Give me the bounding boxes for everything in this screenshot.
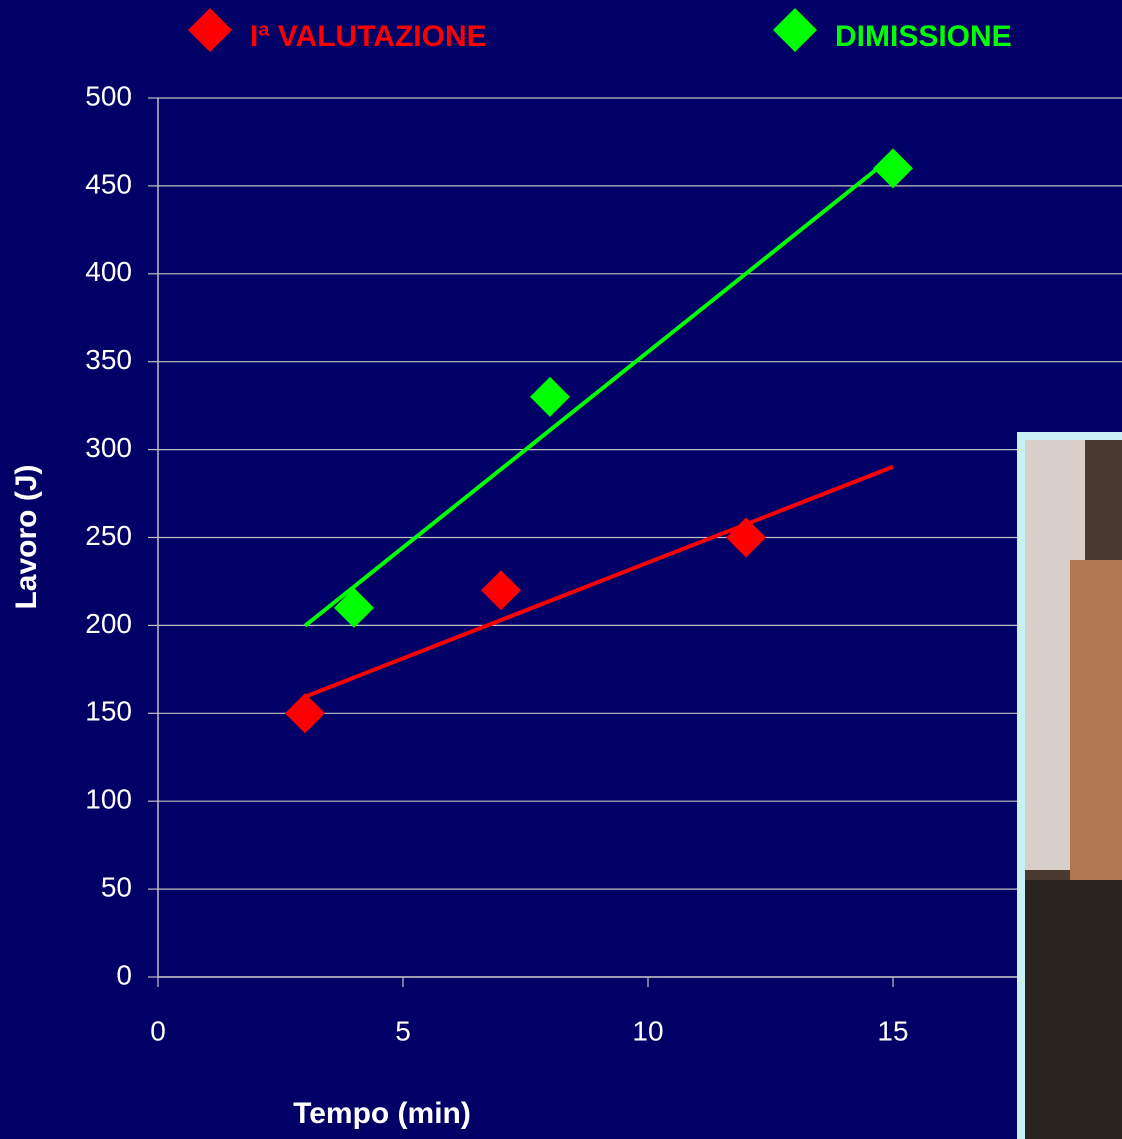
- photo: [1017, 432, 1122, 1139]
- marker: [726, 517, 766, 558]
- legend-marker: [773, 8, 817, 52]
- y-tick-label: 250: [85, 520, 132, 551]
- legend-label: DIMISSIONE: [835, 20, 1012, 53]
- marker: [334, 587, 374, 628]
- x-axis-title: Tempo (min): [293, 1097, 471, 1130]
- x-tick-label: 5: [395, 1015, 411, 1046]
- marker: [873, 148, 913, 189]
- y-axis-title: Lavoro (J): [10, 464, 43, 609]
- marker: [285, 693, 325, 734]
- y-tick-label: 200: [85, 608, 132, 639]
- x-tick-label: 10: [632, 1015, 663, 1046]
- y-tick-label: 0: [116, 959, 132, 990]
- y-tick-label: 50: [101, 871, 132, 902]
- x-tick-label: 15: [877, 1015, 908, 1046]
- trend-line: [303, 154, 895, 628]
- y-tick-label: 150: [85, 696, 132, 727]
- marker: [481, 570, 521, 611]
- photo-dark: [1025, 880, 1122, 1139]
- photo-skin: [1070, 560, 1122, 890]
- trend-line: [304, 464, 894, 699]
- y-tick-label: 400: [85, 256, 132, 287]
- y-tick-label: 350: [85, 344, 132, 375]
- y-tick-label: 300: [85, 432, 132, 463]
- y-tick-label: 500: [85, 80, 132, 111]
- legend-label: Iª VALUTAZIONE: [250, 20, 487, 53]
- y-tick-label: 450: [85, 168, 132, 199]
- marker: [530, 376, 570, 417]
- y-tick-label: 100: [85, 784, 132, 815]
- legend-marker: [188, 8, 232, 52]
- x-tick-label: 0: [150, 1015, 166, 1046]
